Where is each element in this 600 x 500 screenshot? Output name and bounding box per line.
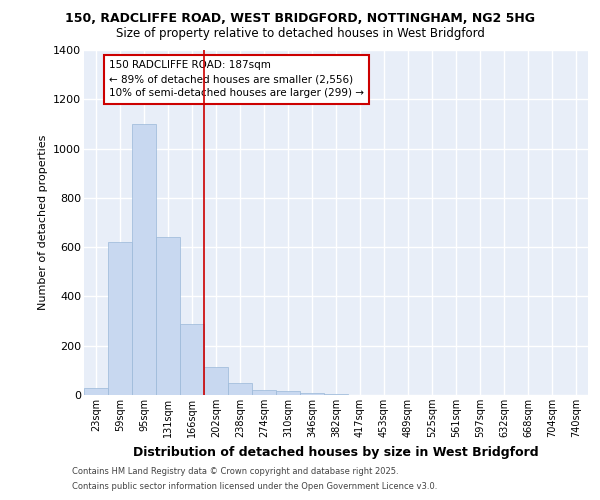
Bar <box>228 382 252 395</box>
Bar <box>156 238 180 395</box>
Bar <box>276 392 300 395</box>
Y-axis label: Number of detached properties: Number of detached properties <box>38 135 47 310</box>
Text: 150 RADCLIFFE ROAD: 187sqm
← 89% of detached houses are smaller (2,556)
10% of s: 150 RADCLIFFE ROAD: 187sqm ← 89% of deta… <box>109 60 364 98</box>
Bar <box>180 324 204 395</box>
Bar <box>252 390 276 395</box>
Bar <box>84 388 108 395</box>
X-axis label: Distribution of detached houses by size in West Bridgford: Distribution of detached houses by size … <box>133 446 539 458</box>
Text: 150, RADCLIFFE ROAD, WEST BRIDGFORD, NOTTINGHAM, NG2 5HG: 150, RADCLIFFE ROAD, WEST BRIDGFORD, NOT… <box>65 12 535 26</box>
Bar <box>324 394 348 395</box>
Bar <box>108 242 132 395</box>
Bar <box>300 392 324 395</box>
Text: Size of property relative to detached houses in West Bridgford: Size of property relative to detached ho… <box>116 28 484 40</box>
Bar <box>204 366 228 395</box>
Text: Contains HM Land Registry data © Crown copyright and database right 2025.: Contains HM Land Registry data © Crown c… <box>72 467 398 476</box>
Text: Contains public sector information licensed under the Open Government Licence v3: Contains public sector information licen… <box>72 482 437 491</box>
Bar <box>132 124 156 395</box>
